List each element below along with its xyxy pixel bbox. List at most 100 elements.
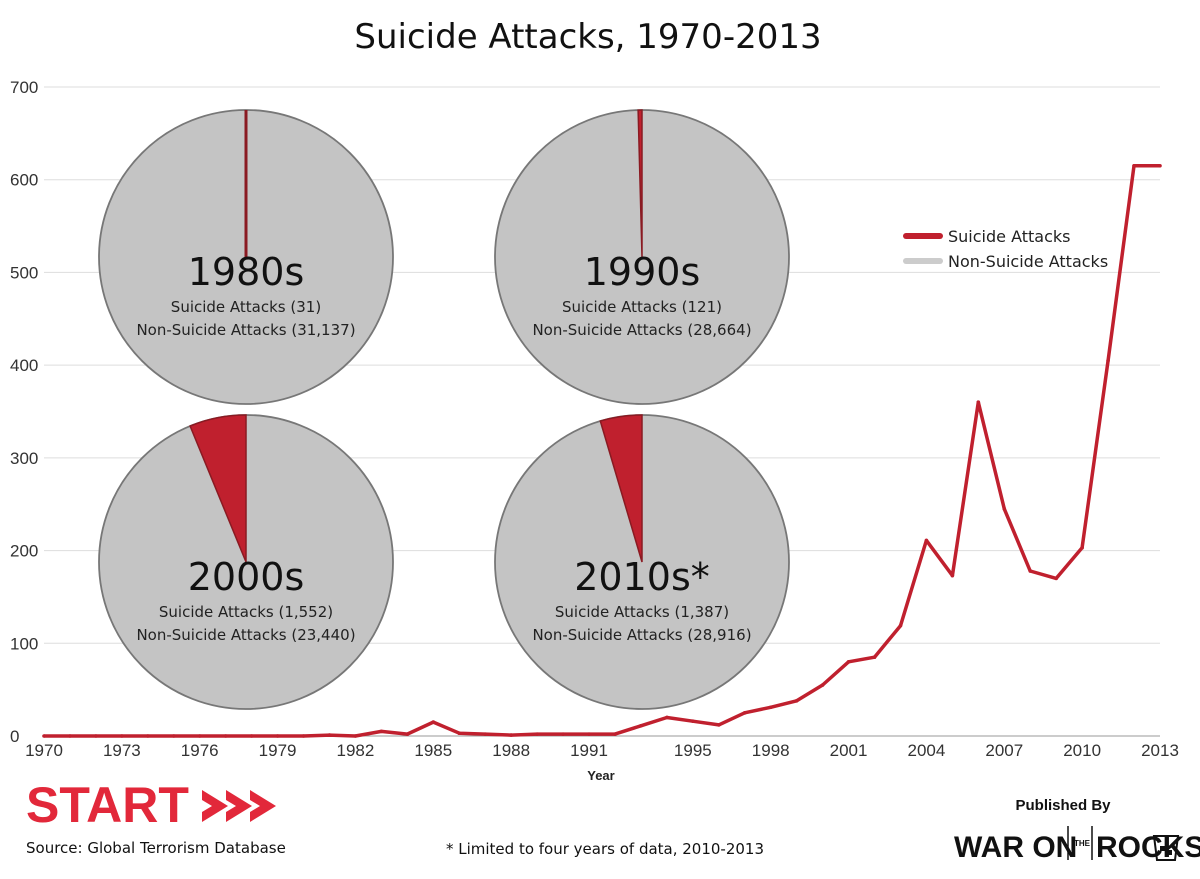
data-point — [535, 732, 539, 736]
published-by-text: Published By — [1015, 797, 1111, 814]
publisher-logo-middle: THE — [1074, 839, 1091, 848]
data-point — [898, 623, 903, 628]
x-tick-label: 1998 — [752, 741, 790, 760]
y-tick-label: 400 — [10, 356, 38, 375]
x-tick-label: 1979 — [259, 741, 297, 760]
data-point — [872, 655, 877, 659]
chart-title: Suicide Attacks, 1970-2013 — [354, 17, 821, 57]
data-point — [1106, 358, 1110, 363]
data-point — [197, 734, 202, 738]
x-tick-label: 1973 — [103, 741, 141, 760]
pie-decade-label: 2000s — [188, 555, 305, 599]
pie-non-suicide-label: Non-Suicide Attacks (23,440) — [136, 626, 355, 644]
data-point — [68, 734, 72, 738]
data-point — [249, 734, 254, 738]
x-tick-label: 1982 — [337, 741, 375, 760]
data-point — [327, 733, 332, 737]
data-point — [275, 734, 280, 738]
x-tick-label: 1988 — [492, 741, 530, 760]
data-point — [794, 698, 799, 703]
data-point — [846, 660, 851, 664]
y-tick-label: 500 — [10, 263, 38, 282]
data-point — [1002, 507, 1007, 511]
data-point — [768, 705, 773, 710]
start-logo-text: START — [26, 777, 189, 833]
pie-1990s: 1990s Suicide Attacks (121) Non-Suicide At… — [494, 109, 790, 405]
x-tick-label: 2013 — [1141, 741, 1179, 760]
pie-charts: 1980s Suicide Attacks (31) Non-Suicide Att… — [98, 109, 790, 710]
data-point — [1132, 164, 1136, 168]
pie-non-suicide-label: Non-Suicide Attacks (28,916) — [532, 626, 751, 644]
data-point — [1054, 576, 1058, 581]
data-point — [301, 734, 306, 738]
glass-icon — [1152, 835, 1180, 861]
data-point — [94, 734, 98, 738]
data-point — [665, 715, 669, 720]
data-point — [561, 732, 565, 736]
x-tick-label: 1991 — [570, 741, 608, 760]
data-point — [379, 729, 384, 734]
data-point — [691, 719, 695, 723]
data-point — [353, 734, 358, 738]
data-point — [587, 732, 591, 736]
data-point — [483, 732, 488, 736]
legend-label-suicide: Suicide Attacks — [948, 227, 1070, 246]
y-axis: 0 100 200 300 400 500 600 700 — [10, 78, 38, 746]
footnote-text: * Limited to four years of data, 2010-20… — [446, 840, 764, 858]
pie-2000s: 2000s Suicide Attacks (1,552) Non-Suicide … — [98, 414, 394, 710]
data-point — [820, 683, 825, 687]
start-arrow-icon — [202, 790, 228, 822]
y-tick-label: 100 — [10, 634, 38, 653]
x-tick-label: 1995 — [674, 741, 712, 760]
ice-cube-icon — [1160, 846, 1165, 851]
x-axis: 1970 1973 1976 1979 1982 1985 1988 1991 1995 1998… — [25, 741, 1179, 760]
pie-2010s*: 2010s* Suicide Attacks (1,387) Non-Suicide… — [494, 414, 790, 710]
data-point — [223, 734, 228, 738]
pie-suicide-label: Suicide Attacks (121) — [562, 298, 722, 316]
data-point — [457, 731, 462, 736]
y-tick-label: 600 — [10, 171, 38, 190]
pie-non-suicide-label: Non-Suicide Attacks (31,137) — [136, 321, 355, 339]
y-tick-label: 300 — [10, 449, 38, 468]
x-tick-label: 1985 — [414, 741, 452, 760]
x-tick-label: 1970 — [25, 741, 63, 760]
x-tick-label: 1976 — [181, 741, 219, 760]
data-point — [405, 732, 410, 736]
start-arrow-icon — [226, 790, 252, 822]
data-point — [1028, 569, 1033, 573]
data-point — [950, 573, 955, 578]
x-tick-label: 2004 — [908, 741, 946, 760]
pie-suicide-label: Suicide Attacks (1,552) — [159, 603, 333, 621]
data-point — [924, 538, 929, 543]
pie-slice-suicide — [599, 414, 643, 563]
pie-decade-label: 1980s — [188, 250, 305, 294]
data-point — [1158, 164, 1162, 168]
pie-non-suicide-label: Non-Suicide Attacks (28,664) — [532, 321, 751, 339]
y-tick-label: 700 — [10, 78, 38, 97]
pie-slice-suicide — [189, 414, 247, 563]
x-tick-label: 2007 — [985, 741, 1023, 760]
publisher-logo-left: WAR ON — [954, 831, 1077, 864]
x-axis-title: Year — [587, 768, 614, 783]
legend-label-non-suicide: Non-Suicide Attacks — [948, 252, 1108, 271]
data-point — [509, 733, 513, 737]
x-tick-label: 2001 — [830, 741, 868, 760]
publisher-logo-right: ROCKS — [1096, 831, 1200, 864]
legend: Suicide Attacks Non-Suicide Attacks — [903, 227, 1108, 271]
start-logo: START — [26, 777, 276, 833]
data-point — [976, 400, 981, 405]
data-point — [1080, 545, 1084, 550]
data-point — [146, 734, 150, 738]
data-point — [639, 724, 643, 728]
y-tick-label: 0 — [10, 727, 19, 746]
pie-slice-suicide — [637, 109, 643, 258]
pie-suicide-label: Suicide Attacks (31) — [171, 298, 321, 316]
series-layer — [42, 164, 1162, 738]
pie-decade-label: 2010s* — [574, 555, 710, 599]
ice-cube-icon — [1167, 850, 1172, 855]
data-point — [171, 734, 176, 738]
pie-suicide-label: Suicide Attacks (1,387) — [555, 603, 729, 621]
data-point — [742, 711, 747, 715]
series-line-0 — [44, 164, 1160, 738]
